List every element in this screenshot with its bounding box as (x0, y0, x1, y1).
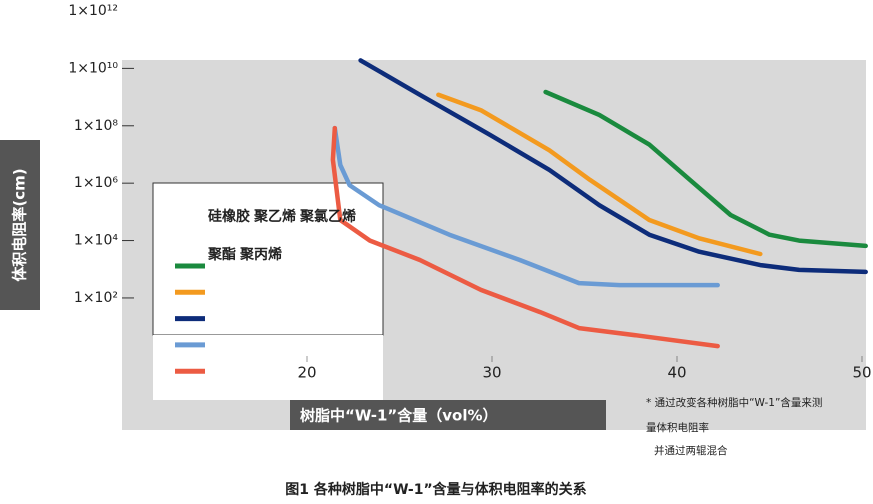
legend-label: 聚丙烯 (240, 247, 282, 263)
x-title-box (290, 400, 606, 430)
series-line (543, 89, 868, 249)
y-tick-label: 1×10⁶ (74, 175, 118, 191)
y-tick-label: 1×10⁴ (74, 233, 118, 249)
note-line: 并通过两辊混合 (654, 444, 728, 457)
y-tick-label: 1×10¹⁰ (68, 60, 118, 76)
x-tick-label: 20 (297, 364, 316, 382)
series-line (332, 125, 720, 288)
y-axis-title: 体积电阻率(cm) (11, 168, 29, 281)
y-tick-label: 1×10⁸ (74, 118, 118, 134)
legend-label: 硅橡胶 (208, 209, 250, 225)
note-line: 量体积电阻率 (646, 421, 709, 434)
x-axis-title: 树脂中“W-1”含量（vol%） (300, 407, 498, 425)
legend-box (152, 182, 384, 336)
y-tick-label: 1×10¹² (68, 3, 118, 19)
series-line (436, 92, 763, 257)
y-tick-label: 1×10² (74, 290, 118, 306)
legend: 硅橡胶 聚乙烯 聚氯乙烯聚酯 聚丙烯 (208, 198, 368, 274)
y-title-box (0, 140, 40, 310)
x-tick-label: 50 (852, 364, 871, 382)
series-line (330, 125, 720, 349)
legend-label: 聚酯 (208, 247, 236, 263)
legend-label: 聚乙烯 (254, 209, 296, 225)
note-line: * 通过改变各种树脂中“W-1”含量来测 (646, 396, 822, 409)
x-tick-label: 30 (482, 364, 501, 382)
chart-title: 图1 各种树脂中“W-1”含量与体积电阻率的关系 (285, 481, 586, 498)
series-line (358, 58, 868, 275)
x-tick-label: 40 (667, 364, 686, 382)
legend-label: 聚氯乙烯 (300, 209, 356, 225)
